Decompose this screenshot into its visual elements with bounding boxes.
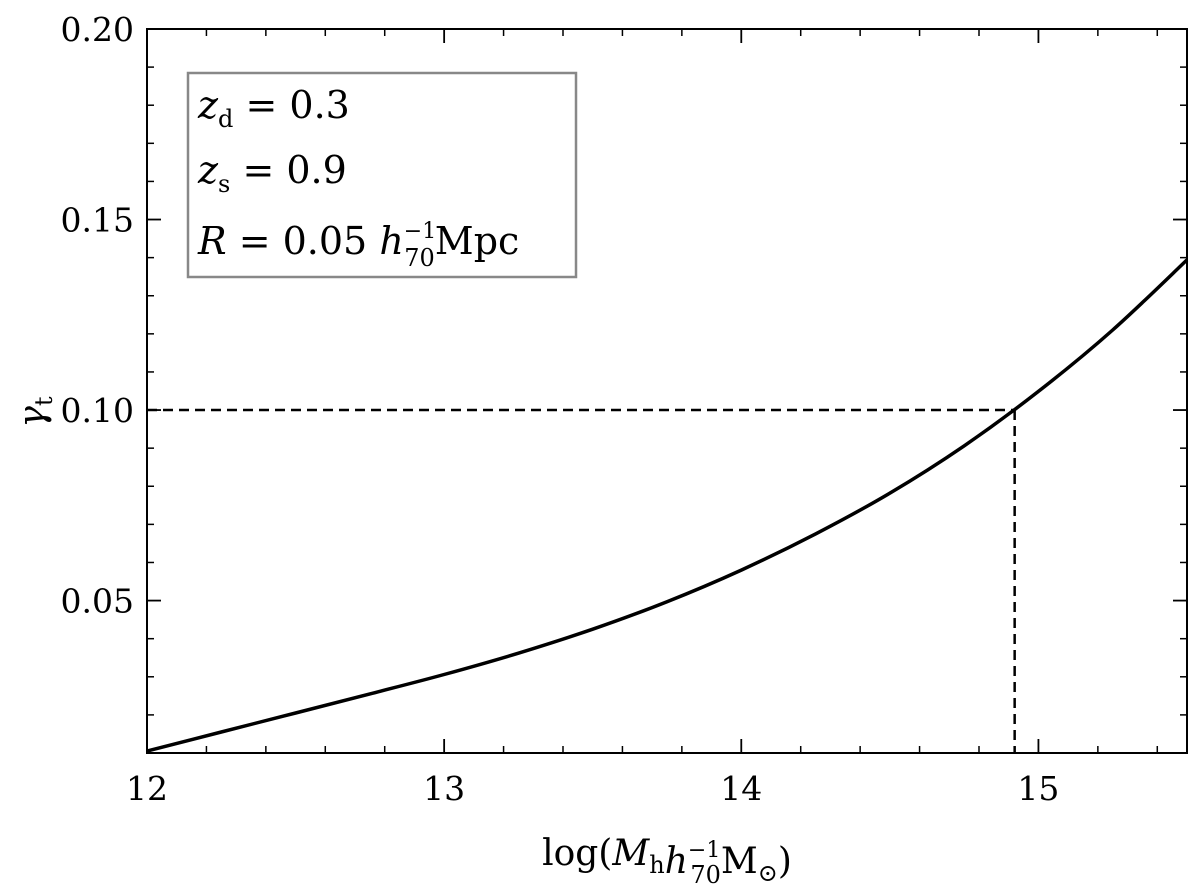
annotation-box: zd = 0.3 zs = 0.9 R = 0.05 h−1 70Mpc	[186, 71, 578, 279]
reference-lines	[147, 408, 1016, 753]
y-tick-label: 0.15	[61, 201, 134, 240]
x-tick-labels: 12 13 14 15	[126, 769, 1059, 808]
plot-frame	[146, 28, 1188, 754]
y-tick-label: 0.20	[61, 10, 134, 49]
y-axis-label: γt	[12, 396, 58, 428]
y-tick-label: 0.10	[61, 391, 134, 430]
series-line	[146, 258, 1189, 753]
x-tick-label: 15	[1017, 769, 1059, 808]
annotation-zs: zs = 0.9	[197, 148, 347, 198]
y-tick-labels: 0.05 0.10 0.15 0.20	[61, 10, 134, 621]
annotation-radius: R = 0.05 h−1 70Mpc	[197, 219, 519, 272]
annotation-frame	[186, 71, 578, 279]
x-tick-label: 13	[423, 769, 465, 808]
y-tick-label: 0.05	[61, 582, 134, 621]
x-axis-label: log(Mhh−1 70M⊙)	[542, 833, 792, 889]
minor-ticks	[147, 29, 1187, 753]
series-layer	[146, 258, 1189, 753]
x-tick-label: 12	[126, 769, 168, 808]
annotation-zd: zd = 0.3	[197, 83, 350, 133]
x-tick-label: 14	[720, 769, 762, 808]
